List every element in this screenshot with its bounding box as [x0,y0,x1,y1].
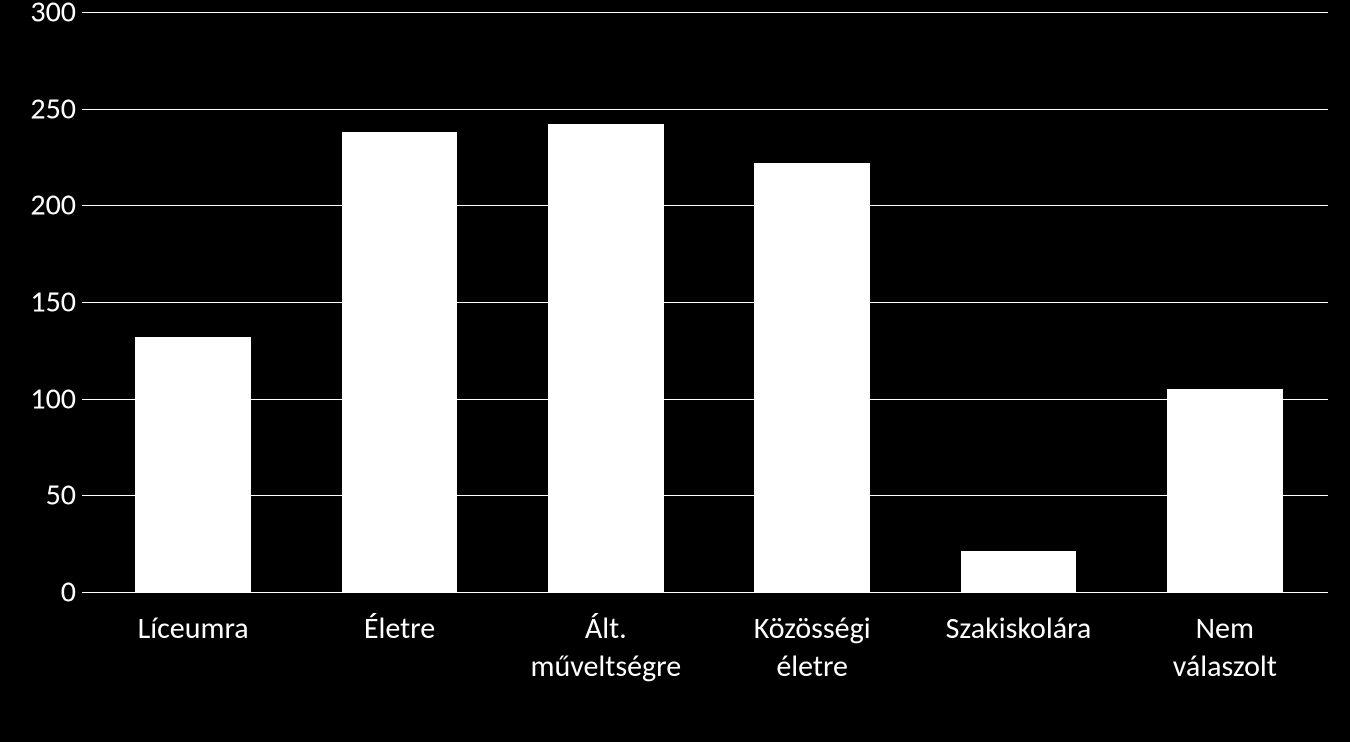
y-tick-mark [82,302,90,303]
y-tick-label: 250 [30,90,76,127]
x-tick-label: Szakiskolára [915,610,1121,685]
bar [1167,389,1283,592]
y-tick-mark [82,12,90,13]
y-tick-mark [82,205,90,206]
bar-slot [709,12,915,592]
gridline [90,592,1328,593]
bar-chart: 0 50 100 150 200 250 300 LíceumraÉletreÁlt. mű… [0,0,1350,742]
bar [135,337,251,592]
bar-slot [1122,12,1328,592]
bars-container [90,12,1328,592]
y-tick-label: 50 [46,477,76,514]
x-tick-label: Életre [296,610,502,685]
bar-slot [90,12,296,592]
y-tick-mark [82,592,90,593]
bar [342,132,458,592]
bar-slot [296,12,502,592]
y-tick-label: 150 [30,284,76,321]
bar [961,551,1077,592]
y-tick-label: 0 [61,574,76,611]
x-tick-label: Ált. műveltségre [503,610,709,685]
bar [548,124,664,592]
x-tick-label: Líceumra [90,610,296,685]
y-tick-label: 300 [30,0,76,31]
y-tick-mark [82,399,90,400]
bar-slot [915,12,1121,592]
x-tick-label: Nem válaszolt [1122,610,1328,685]
x-axis: LíceumraÉletreÁlt. műveltségreKözösségi … [90,610,1328,685]
y-tick-mark [82,109,90,110]
y-axis: 050100150200250300 [0,12,76,592]
x-tick-label: Közösségi életre [709,610,915,685]
bar [754,163,870,592]
y-tick-label: 200 [30,187,76,224]
y-tick-label: 100 [30,380,76,417]
y-tick-mark [82,495,90,496]
bar-slot [503,12,709,592]
